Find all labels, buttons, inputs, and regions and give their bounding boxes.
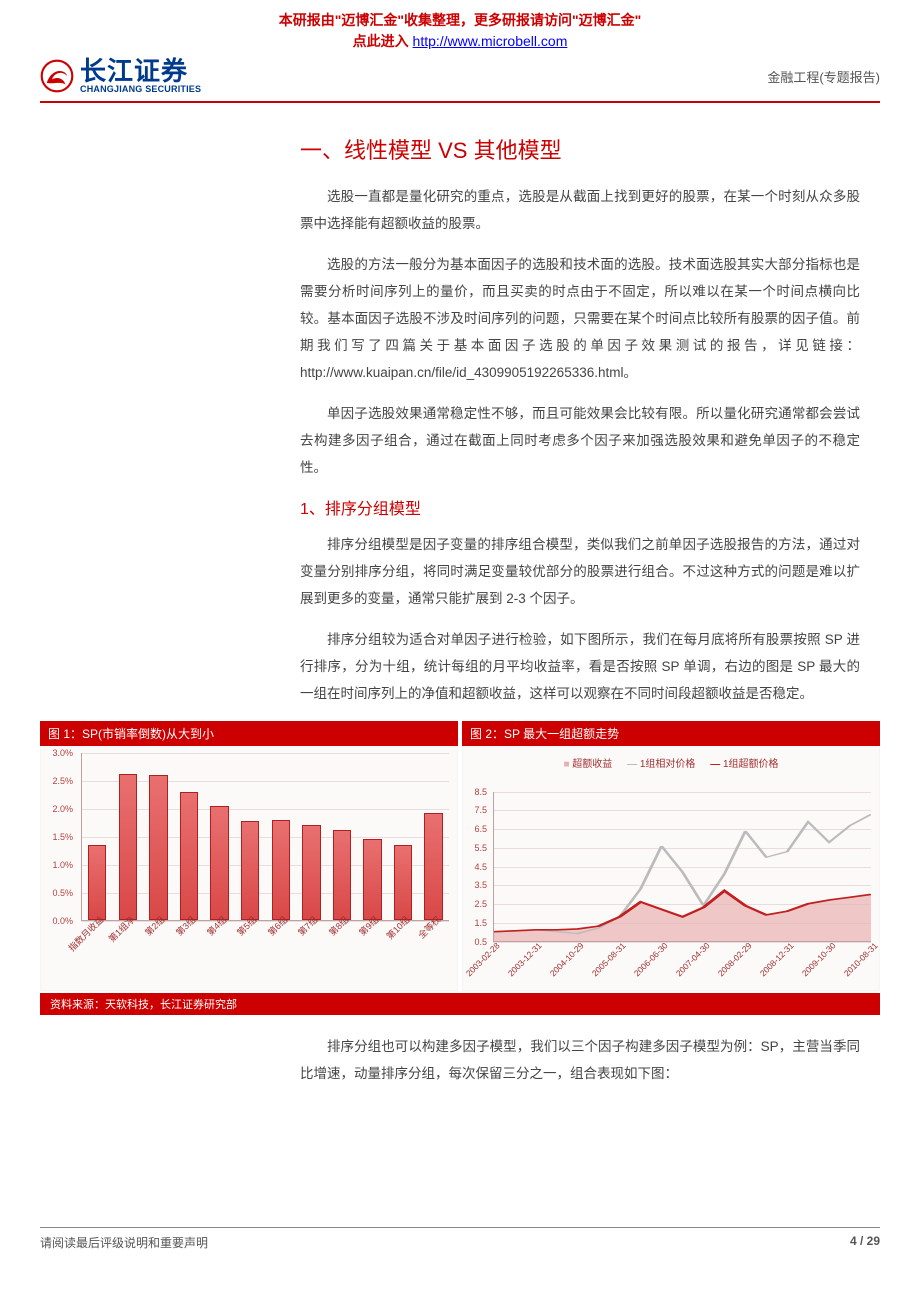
chart1: 0.0%0.5%1.0%1.5%2.0%2.5%3.0%指数月收益第1组净第2组… xyxy=(40,746,458,991)
footer: 请阅读最后评级说明和重要声明 4 / 29 xyxy=(40,1234,880,1261)
logo: 长江证券 CHANGJIANG SECURITIES xyxy=(40,58,201,95)
watermark: 本研报由"迈博汇金"收集整理，更多研报请访问"迈博汇金" 点此进入 http:/… xyxy=(40,0,880,52)
heading-2: 1、排序分组模型 xyxy=(300,495,860,519)
chart2: 超额收益 1组相对价格 1组超额价格 0.51.52.53.54.55.56.5… xyxy=(462,746,880,991)
chart-source: 资料来源：天软科技，长江证券研究部 xyxy=(40,993,880,1015)
logo-en: CHANGJIANG SECURITIES xyxy=(80,85,201,94)
charts-block: 图 1：SP(市销率倒数)从大到小 图 2：SP 最大一组超额走势 0.0%0.… xyxy=(40,721,880,1015)
watermark-line1: 本研报由"迈博汇金"收集整理，更多研报请访问"迈博汇金" xyxy=(279,12,642,28)
paragraph: 选股的方法一般分为基本面因子的选股和技术面的选股。技术面选股其实大部分指标也是需… xyxy=(300,251,860,386)
header-right: 金融工程(专题报告) xyxy=(767,67,880,86)
chart1-title: 图 1：SP(市销率倒数)从大到小 xyxy=(40,721,458,746)
watermark-line2-prefix: 点此进入 xyxy=(353,33,413,49)
footer-rule xyxy=(40,1227,880,1228)
footer-right: 4 / 29 xyxy=(850,1234,880,1251)
page-header: 长江证券 CHANGJIANG SECURITIES 金融工程(专题报告) xyxy=(40,58,880,95)
paragraph: 选股一直都是量化研究的重点，选股是从截面上找到更好的股票，在某一个时刻从众多股票… xyxy=(300,183,860,237)
watermark-link[interactable]: http://www.microbell.com xyxy=(413,33,568,49)
logo-cn: 长江证券 xyxy=(80,58,201,85)
logo-icon xyxy=(40,59,74,93)
footer-left: 请阅读最后评级说明和重要声明 xyxy=(40,1234,208,1251)
paragraph: 排序分组也可以构建多因子模型，我们以三个因子构建多因子模型为例：SP，主营当季同… xyxy=(300,1033,860,1087)
legend-area: 超额收益 xyxy=(563,759,612,770)
chart2-legend: 超额收益 1组相对价格 1组超额价格 xyxy=(467,753,875,774)
chart2-title: 图 2：SP 最大一组超额走势 xyxy=(462,721,880,746)
header-rule xyxy=(40,101,880,103)
main-content: 一、线性模型 VS 其他模型 选股一直都是量化研究的重点，选股是从截面上找到更好… xyxy=(40,133,880,707)
heading-1: 一、线性模型 VS 其他模型 xyxy=(300,133,860,165)
legend-main: 1组相对价格 xyxy=(627,759,695,770)
paragraph: 排序分组模型是因子变量的排序组合模型，类似我们之前单因子选股报告的方法，通过对变… xyxy=(300,531,860,612)
legend-excess: 1组超额价格 xyxy=(710,759,778,770)
paragraph: 单因子选股效果通常稳定性不够，而且可能效果会比较有限。所以量化研究通常都会尝试去… xyxy=(300,400,860,481)
paragraph: 排序分组较为适合对单因子进行检验，如下图所示，我们在每月底将所有股票按照 SP … xyxy=(300,626,860,707)
